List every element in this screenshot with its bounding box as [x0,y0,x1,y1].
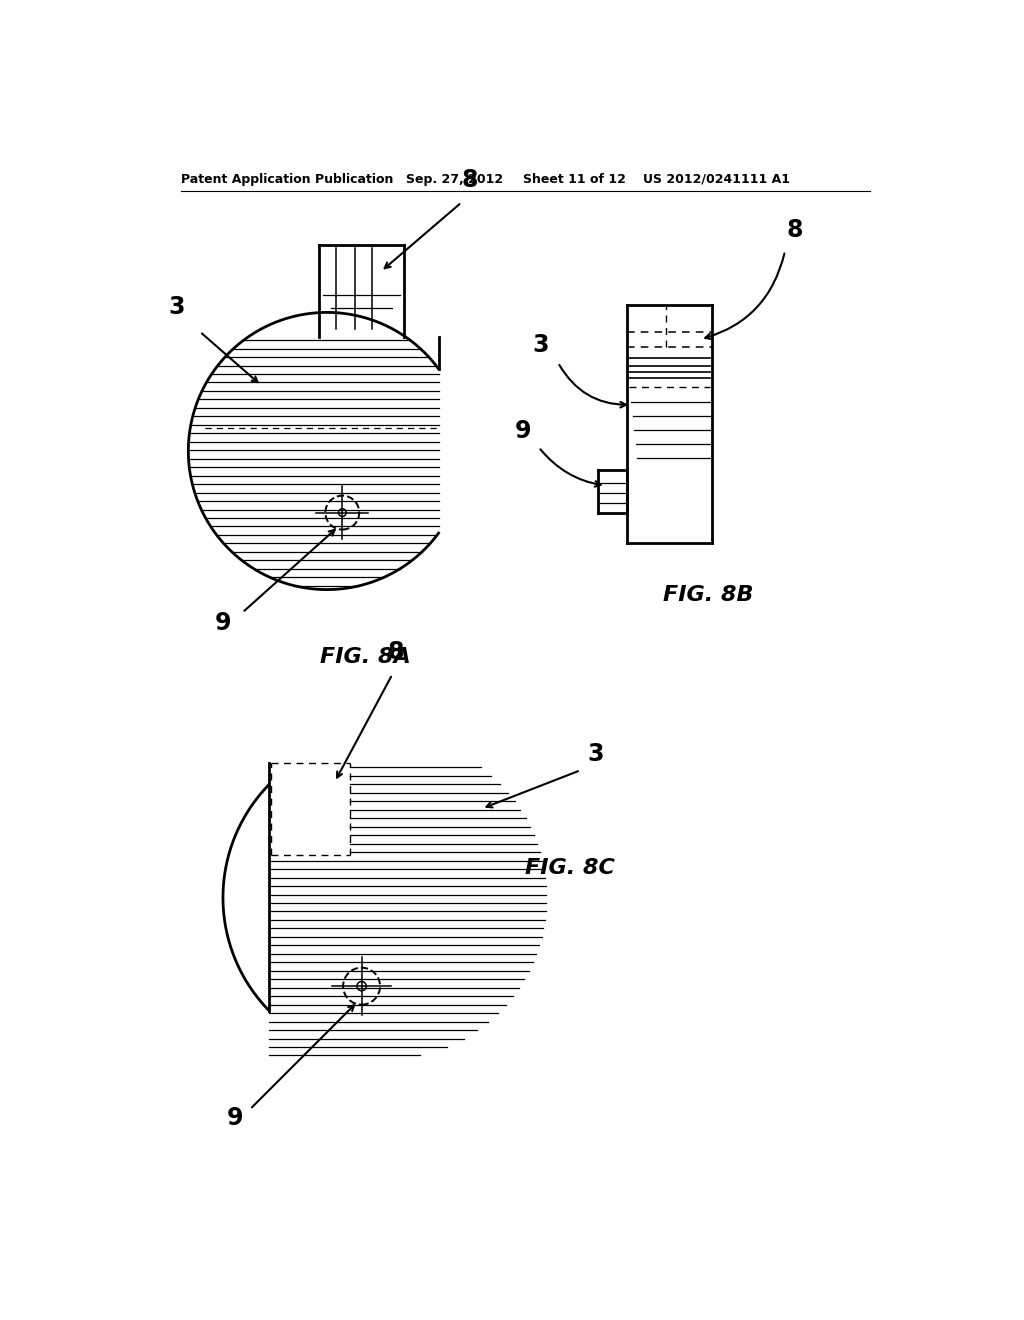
Text: 3: 3 [531,334,549,358]
Text: 3: 3 [588,742,604,766]
Text: 8: 8 [786,218,803,242]
Text: 8: 8 [461,168,477,191]
Text: US 2012/0241111 A1: US 2012/0241111 A1 [643,173,790,186]
Text: 9: 9 [515,418,531,444]
Text: 8: 8 [388,640,404,664]
Text: Sheet 11 of 12: Sheet 11 of 12 [523,173,626,186]
Text: Sep. 27, 2012: Sep. 27, 2012 [407,173,504,186]
Text: FIG. 8B: FIG. 8B [663,585,754,605]
Text: FIG. 8A: FIG. 8A [321,647,411,667]
Text: Patent Application Publication: Patent Application Publication [180,173,393,186]
Text: 9: 9 [226,1106,243,1130]
Text: 9: 9 [215,611,231,635]
Text: 3: 3 [169,294,185,319]
Text: FIG. 8C: FIG. 8C [524,858,614,879]
